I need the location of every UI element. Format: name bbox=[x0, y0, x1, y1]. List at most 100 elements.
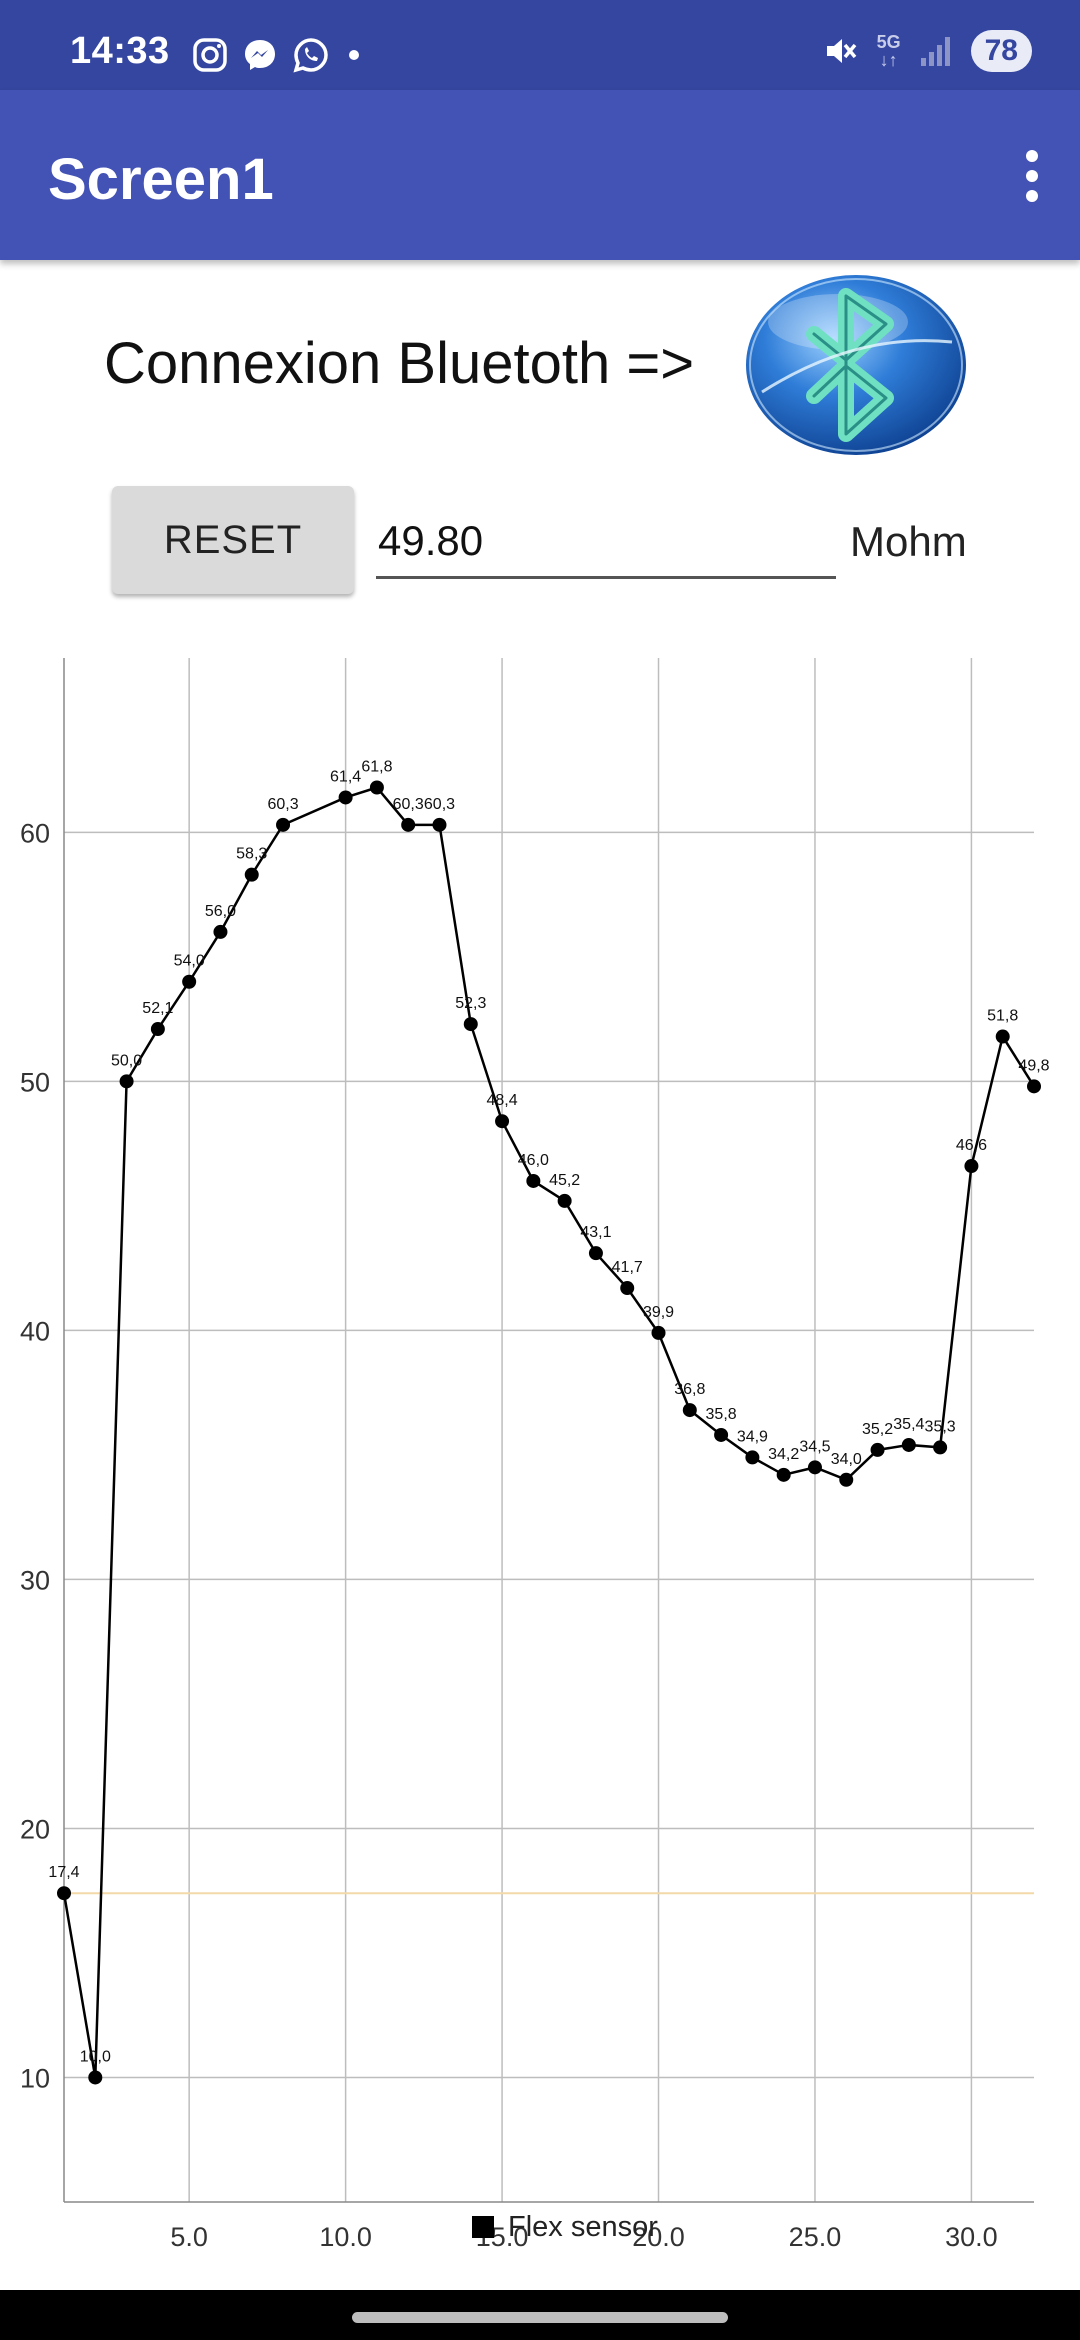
notification-icons bbox=[192, 36, 364, 74]
data-label: 35,2 bbox=[862, 1421, 893, 1438]
data-label: 41,7 bbox=[612, 1259, 643, 1276]
data-point bbox=[557, 1193, 572, 1208]
home-gesture-handle[interactable] bbox=[352, 2312, 728, 2323]
data-point bbox=[588, 1246, 603, 1261]
x-tick-label: 25.0 bbox=[789, 2222, 842, 2252]
data-label: 46,6 bbox=[956, 1137, 987, 1154]
data-point bbox=[901, 1437, 916, 1452]
status-time: 14:33 bbox=[70, 30, 170, 72]
data-label: 34,5 bbox=[799, 1438, 830, 1455]
data-point bbox=[150, 1022, 165, 1037]
bluetooth-icon[interactable] bbox=[742, 272, 970, 458]
chart-data-labels: 17,4 10,0 50,0 52,1 54,0 56,0 58,3 60,3 61,461,8… bbox=[48, 758, 1049, 2065]
data-label: 61,8 bbox=[361, 758, 392, 775]
data-label: 34,2 bbox=[768, 1446, 799, 1463]
y-tick-label: 30 bbox=[20, 1565, 50, 1595]
network-5g-icon: 5G ↓↑ bbox=[877, 33, 901, 69]
overflow-menu-icon[interactable] bbox=[1012, 146, 1052, 206]
data-label: 58,3 bbox=[236, 846, 267, 863]
chart-legend: Flex sensor bbox=[472, 2211, 658, 2243]
data-label: 60,3 bbox=[393, 796, 424, 813]
y-tick-label: 50 bbox=[20, 1067, 50, 1097]
instagram-icon bbox=[193, 38, 227, 72]
data-label: 35,8 bbox=[706, 1406, 737, 1423]
whatsapp-icon bbox=[293, 38, 328, 73]
data-point bbox=[1027, 1079, 1041, 1094]
battery-indicator: 78 bbox=[970, 30, 1032, 72]
data-point bbox=[964, 1159, 979, 1174]
data-point bbox=[651, 1325, 666, 1340]
data-label: 43,1 bbox=[580, 1224, 611, 1241]
mute-icon bbox=[826, 39, 856, 63]
data-point bbox=[807, 1460, 822, 1475]
data-point bbox=[244, 867, 259, 882]
y-tick-label: 10 bbox=[20, 2063, 50, 2093]
data-point bbox=[839, 1472, 854, 1487]
x-tick-label: 5.0 bbox=[170, 2222, 208, 2252]
navigation-bar bbox=[0, 2290, 1080, 2340]
data-point bbox=[682, 1403, 697, 1418]
data-point bbox=[119, 1074, 134, 1089]
x-tick-label: 20.0 bbox=[632, 2222, 685, 2252]
status-bar: 14:33 5G ↓↑ bbox=[0, 0, 1080, 90]
y-tick-label: 60 bbox=[20, 818, 50, 848]
data-label: 48,4 bbox=[486, 1092, 517, 1109]
resistance-value-field[interactable] bbox=[376, 506, 836, 579]
data-point bbox=[776, 1467, 791, 1482]
data-point bbox=[213, 924, 228, 939]
data-label: 49,8 bbox=[1018, 1057, 1049, 1074]
network-label: 5G bbox=[876, 32, 901, 52]
data-point bbox=[369, 780, 384, 795]
data-point bbox=[463, 1017, 478, 1032]
chart-grid bbox=[64, 658, 1034, 2202]
data-label: 52,1 bbox=[142, 1000, 173, 1017]
data-arrows-icon: ↓↑ bbox=[879, 50, 898, 70]
legend-swatch bbox=[472, 2216, 494, 2238]
chart-points bbox=[57, 780, 1041, 2085]
data-label: 34,9 bbox=[737, 1428, 768, 1445]
data-label: 17,4 bbox=[48, 1864, 79, 1881]
reset-button[interactable]: RESET bbox=[112, 486, 354, 594]
data-label: 61,4 bbox=[330, 768, 361, 785]
legend-label: Flex sensor bbox=[508, 2211, 658, 2243]
signal-icon bbox=[920, 37, 950, 66]
data-label: 45,2 bbox=[549, 1172, 580, 1189]
data-label: 34,0 bbox=[831, 1451, 862, 1468]
data-point bbox=[401, 817, 416, 832]
x-tick-label: 30.0 bbox=[945, 2222, 998, 2252]
data-point bbox=[276, 817, 291, 832]
data-point bbox=[995, 1029, 1010, 1044]
messenger-icon bbox=[245, 40, 275, 70]
data-label: 54,0 bbox=[174, 953, 205, 970]
x-tick-label: 10.0 bbox=[319, 2222, 372, 2252]
data-label: 35,3 bbox=[925, 1418, 956, 1435]
app-title: Screen1 bbox=[48, 147, 274, 212]
data-point bbox=[88, 2070, 103, 2085]
y-tick-label: 20 bbox=[20, 1814, 50, 1844]
data-point bbox=[620, 1281, 635, 1296]
y-tick-label: 40 bbox=[20, 1316, 50, 1346]
data-label: 60,3 bbox=[267, 796, 298, 813]
bluetooth-connection-label: Connexion Bluetoth => bbox=[104, 331, 695, 396]
data-point bbox=[745, 1450, 760, 1465]
data-label: 36,8 bbox=[674, 1381, 705, 1398]
data-point bbox=[933, 1440, 948, 1455]
data-label: 51,8 bbox=[987, 1008, 1018, 1025]
data-point bbox=[57, 1886, 71, 1901]
dot-icon bbox=[349, 50, 359, 60]
data-label: 39,9 bbox=[643, 1304, 674, 1321]
data-point bbox=[714, 1427, 729, 1442]
data-point bbox=[870, 1442, 885, 1457]
data-label: 56,0 bbox=[205, 903, 236, 920]
data-label: 46,0 bbox=[518, 1152, 549, 1169]
data-label: 50,0 bbox=[111, 1052, 142, 1069]
app-bar: Screen1 bbox=[0, 90, 1080, 260]
unit-label: Mohm bbox=[850, 518, 967, 565]
data-point bbox=[526, 1173, 541, 1188]
data-point bbox=[432, 817, 447, 832]
data-label: 35,4 bbox=[893, 1416, 924, 1433]
data-label: 52,3 bbox=[455, 995, 486, 1012]
data-point bbox=[182, 974, 197, 989]
system-icons: 5G ↓↑ 78 bbox=[823, 30, 1032, 72]
